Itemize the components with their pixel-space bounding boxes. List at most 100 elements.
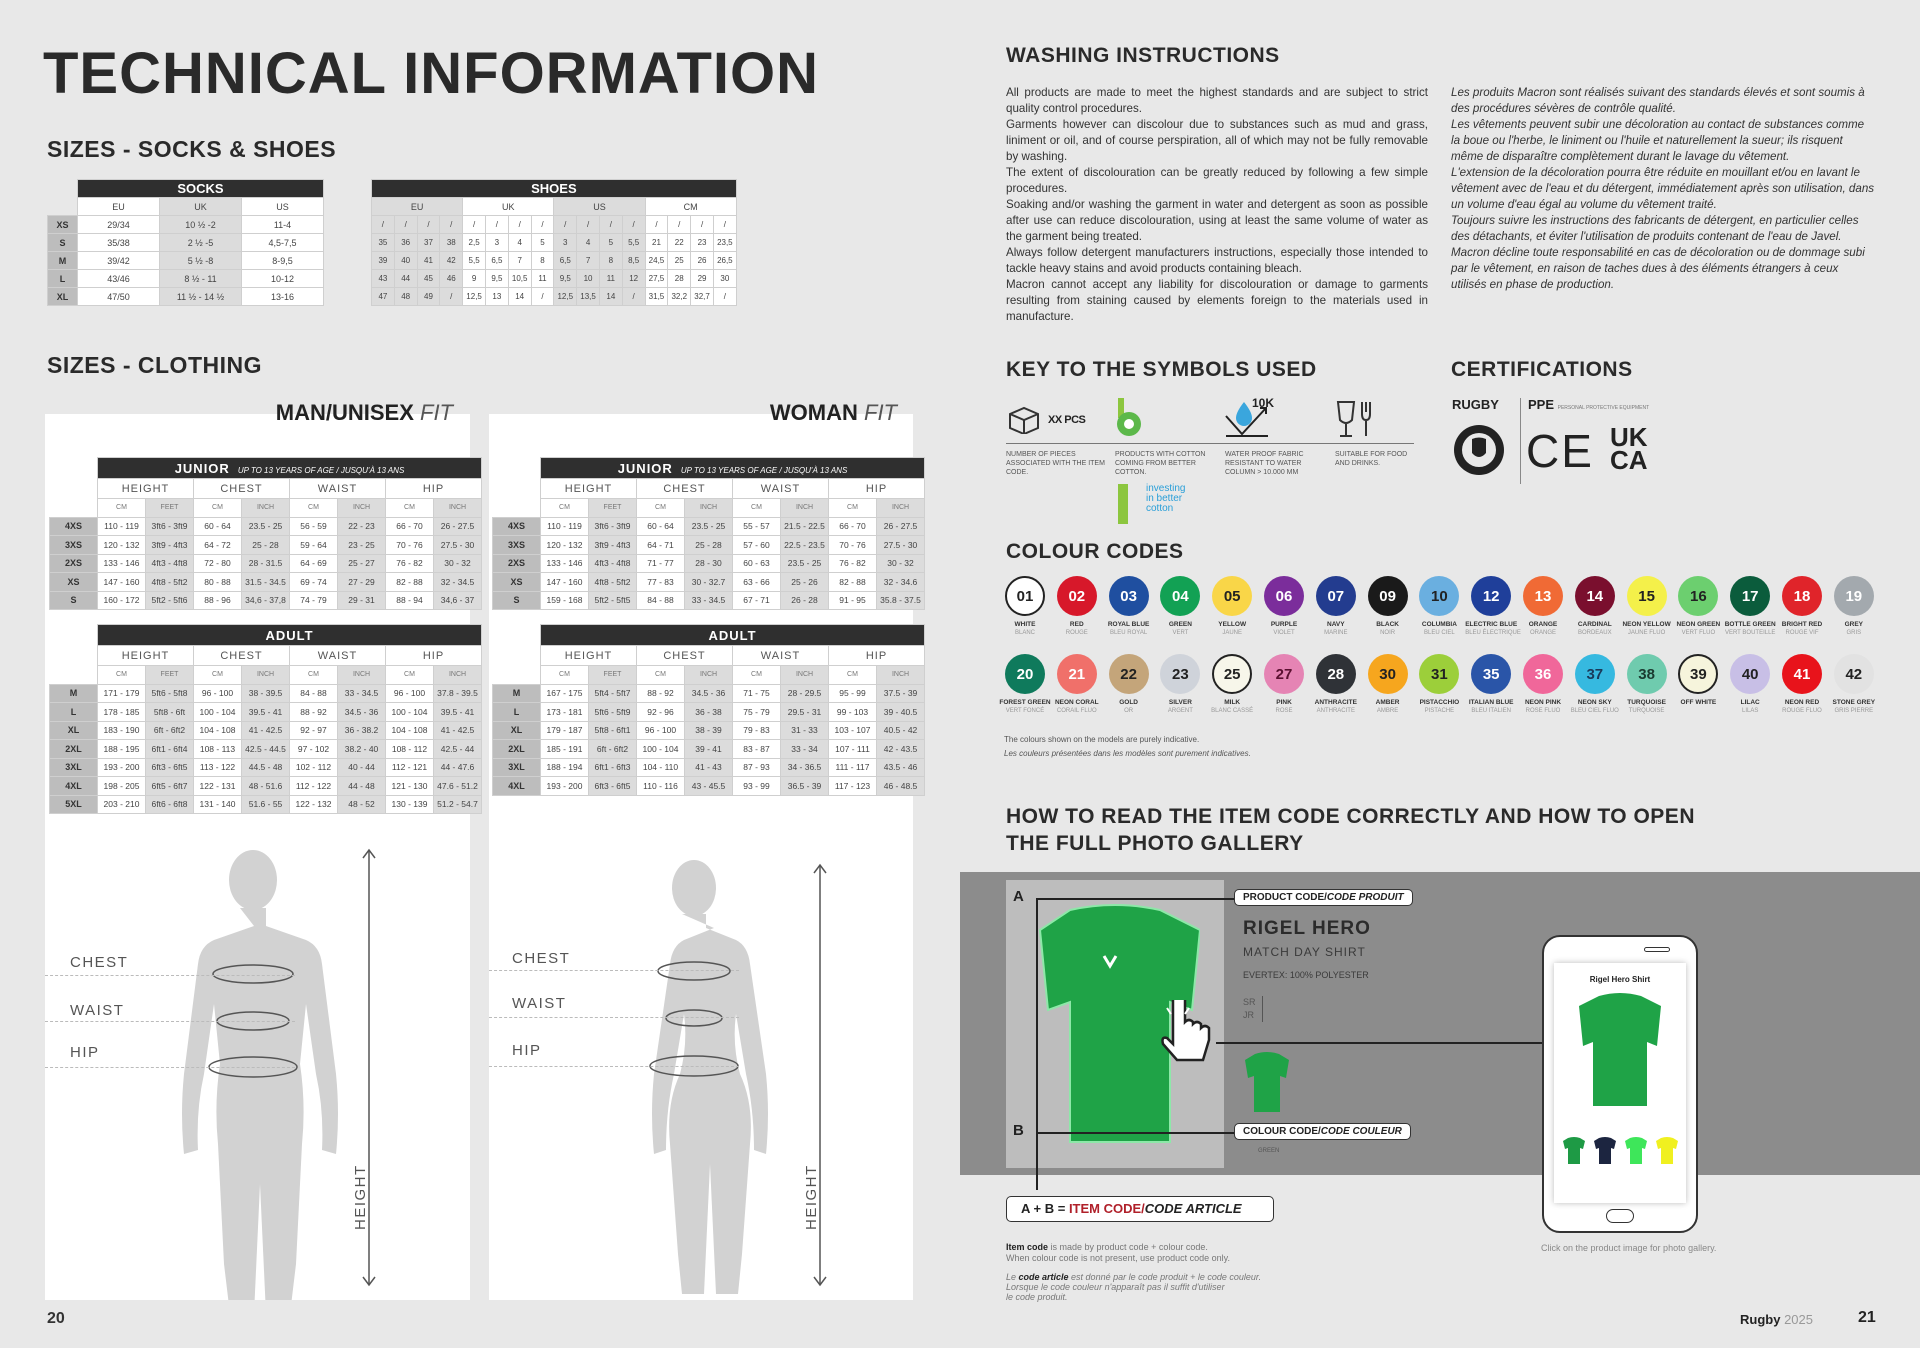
heading-line: THE FULL PHOTO GALLERY: [1006, 832, 1304, 855]
table-cell: 5ft8 - 6ft1: [588, 720, 637, 740]
table-cell: 48: [393, 287, 418, 306]
size-label: XL: [492, 720, 541, 740]
table-cell: 38.2 - 40: [337, 739, 386, 759]
table-cell: 44 - 47.6: [433, 757, 482, 777]
group-header: CHEST: [193, 645, 290, 666]
green-shirt-thumbnail[interactable]: [1245, 1050, 1289, 1114]
table-cell: 44.5 - 48: [241, 757, 290, 777]
table-cell: 31,5: [644, 287, 669, 306]
table-cell: 100 - 104: [636, 739, 685, 759]
column-header: EU: [77, 197, 160, 216]
waist-line: [45, 1021, 295, 1022]
colour-dot: 25: [1212, 654, 1253, 694]
table-cell: 25 - 28: [684, 535, 733, 555]
table-cell: 6,5: [484, 251, 509, 270]
size-label: S: [49, 590, 98, 610]
table-cell: 38 - 39: [684, 720, 733, 740]
table-cell: 5ft8 - 6ft: [145, 702, 194, 722]
table-cell: /: [439, 215, 464, 234]
table-cell: 46: [439, 269, 464, 288]
washing-paragraph: Macron décline toute responsabilité en c…: [1451, 246, 1865, 291]
table-cell: 40.5 - 42: [876, 720, 925, 740]
colour-dot: 23: [1160, 654, 1201, 694]
phone-colour-swatch[interactable]: [1562, 1136, 1585, 1164]
phone-screen[interactable]: Rigel Hero Shirt: [1554, 963, 1686, 1203]
colour-name-fr: PISTACHE: [1424, 708, 1455, 714]
size-label: XS: [49, 572, 98, 592]
table-cell: 42: [439, 251, 464, 270]
table-cell: 25 - 26: [780, 572, 829, 592]
table-cell: 88 - 94: [385, 590, 434, 610]
phone-colour-swatch[interactable]: [1624, 1136, 1647, 1164]
colour-swatch: 13 ORANGE ORANGE: [1517, 576, 1569, 636]
colour-name-fr: NOIR: [1380, 630, 1396, 636]
unit-header: INCH: [337, 498, 386, 518]
table-cell: 66 - 70: [385, 516, 434, 536]
table-cell: 39 - 41: [684, 739, 733, 759]
phone-colour-swatch[interactable]: [1593, 1136, 1616, 1164]
table-cell: 84 - 88: [289, 683, 338, 703]
size-label: M: [47, 251, 78, 270]
table-cell: 76 - 82: [385, 553, 434, 573]
table-cell: 11: [530, 269, 555, 288]
colour-name: PISTACCHIO: [1419, 699, 1460, 706]
table-cell: /: [530, 287, 555, 306]
table-cell: 8: [598, 251, 623, 270]
table-cell: 167 - 175: [540, 683, 589, 703]
green-shirt-image[interactable]: [1030, 900, 1200, 1150]
ppe-label: PPE PERSONAL PROTECTIVE EQUIPMENT: [1528, 397, 1649, 412]
colour-dot: 17: [1730, 576, 1771, 616]
table-cell: 35.8 - 37.5: [876, 590, 925, 610]
colour-swatch: 23 SILVER ARGENT: [1154, 654, 1206, 714]
group-header: HIP: [828, 645, 925, 666]
table-row: 2XL 185 - 191 6ft - 6ft2 100 - 104 39 - 41 83…: [492, 739, 925, 759]
unit-header: INCH: [241, 665, 290, 685]
table-cell: /: [644, 215, 669, 234]
hand-pointer-icon: [1161, 1000, 1211, 1062]
phone-shirt-image[interactable]: [1575, 990, 1665, 1110]
title-subtitle: UP TO 13 YEARS OF AGE / JUSQU'À 13 ANS: [237, 465, 405, 475]
cert-divider: [1520, 398, 1521, 484]
colour-name-fr: BLEU ROYAL: [1109, 630, 1148, 636]
hip-label: HIP: [512, 1042, 542, 1059]
colour-swatch: 01 WHITE BLANC: [999, 576, 1051, 636]
table-cell: 6,5: [553, 251, 578, 270]
table-cell: 88 - 92: [289, 702, 338, 722]
unit-header: INCH: [876, 665, 925, 685]
colour-dot: 02: [1056, 576, 1097, 616]
colour-dot: 19: [1833, 576, 1874, 616]
table-cell: 8-9,5: [241, 251, 324, 270]
table-cell: 103 - 107: [828, 720, 877, 740]
expl-text: Le: [1006, 1272, 1019, 1282]
colour-dot: 09: [1367, 576, 1408, 616]
waist-label: WAIST: [512, 995, 567, 1012]
gallery-connector-line: [1216, 1042, 1542, 1044]
unit-header: INCH: [876, 498, 925, 518]
table-cell: 6ft1 - 6ft4: [145, 739, 194, 759]
table-row: S 159 - 168 5ft2 - 5ft5 84 - 88 33 - 34.5 67 …: [492, 590, 925, 610]
size-label: L: [49, 702, 98, 722]
table-cell: /: [484, 215, 509, 234]
table-cell: 39/42: [77, 251, 160, 270]
table-row: XS 29/34 10 ½ -2 11-4: [47, 215, 324, 234]
unit-header: FEET: [145, 498, 194, 518]
phone-colour-swatch[interactable]: [1655, 1136, 1678, 1164]
table-cell: 23.5 - 25: [780, 553, 829, 573]
colour-name: GREY: [1844, 621, 1863, 628]
colour-name-fr: OR: [1124, 708, 1134, 714]
colour-swatch: 38 TURQUOISE TURQUOISE: [1621, 654, 1673, 714]
colour-dot: 14: [1574, 576, 1615, 616]
table-cell: 12: [621, 269, 646, 288]
connector-line: [1036, 898, 1038, 1190]
colour-name: PINK: [1276, 699, 1292, 706]
table-row: 47 48 49/12,5 13 14/12,5 13,5 14/31,5 32,2 32,7/: [371, 287, 737, 306]
food-safe-icon: [1336, 401, 1371, 437]
brand-name: Rugby: [1740, 1312, 1781, 1327]
unit-header: CM: [828, 665, 877, 685]
table-cell: 60 - 64: [193, 516, 242, 536]
table-title: ADULT: [97, 624, 482, 646]
table-cell: 100 - 104: [385, 702, 434, 722]
symbols-row: XX PCS 10K: [1006, 396, 1414, 444]
table-row: 4XS 110 - 119 3ft6 - 3ft9 60 - 64 23.5 - 25 5…: [49, 516, 482, 536]
table-cell: 198 - 205: [97, 776, 146, 796]
